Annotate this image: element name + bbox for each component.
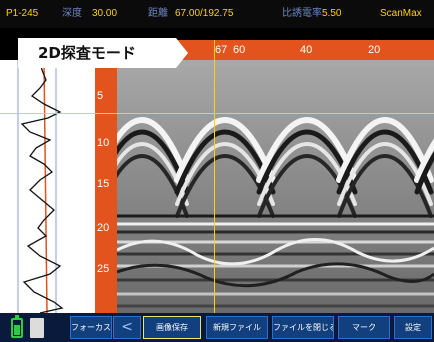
bottom-toolbar: フォーカス < 画像保存 新規ファイル ファイルを閉じる マーク 設定 bbox=[0, 313, 434, 342]
distance-tick: 60 bbox=[233, 44, 246, 56]
distance-tick: 40 bbox=[300, 44, 313, 56]
save-image-button[interactable]: 画像保存 bbox=[143, 316, 201, 339]
brand-label: ScanMax bbox=[380, 8, 422, 19]
distance-crosshair[interactable] bbox=[214, 40, 215, 313]
depth-ruler: 5 10 15 20 25 bbox=[95, 60, 117, 313]
range-label: 距離 bbox=[148, 8, 168, 19]
save-image-label: 画像保存 bbox=[156, 323, 188, 332]
distance-tick: 20 bbox=[368, 44, 381, 56]
mark-button[interactable]: マーク bbox=[338, 316, 390, 339]
depth-tick: 25 bbox=[97, 263, 110, 275]
close-file-button[interactable]: ファイルを閉じる bbox=[272, 316, 334, 339]
distance-ruler: 67 60 40 20 bbox=[120, 40, 434, 60]
battery-icon bbox=[11, 315, 23, 338]
depth-label: 深度 bbox=[62, 8, 82, 19]
mode-banner: 2D探査モード bbox=[18, 38, 188, 68]
settings-label: 設定 bbox=[405, 323, 421, 332]
waveform-graph bbox=[17, 59, 64, 314]
new-file-label: 新規ファイル bbox=[213, 323, 261, 332]
depth-tick: 10 bbox=[97, 137, 110, 149]
settings-button[interactable]: 設定 bbox=[394, 316, 432, 339]
ratio-value: 5.50 bbox=[322, 8, 342, 19]
range-value: 67.00/192.75 bbox=[175, 8, 234, 19]
radargram-view[interactable] bbox=[117, 60, 434, 313]
depth-tick: 20 bbox=[97, 222, 110, 234]
depth-value: 30.00 bbox=[92, 8, 118, 19]
radargram-image bbox=[117, 60, 434, 313]
focus-label: フォーカス bbox=[71, 323, 111, 332]
status-bar: P1-245 深度 30.00 距離 67.00/192.75 比誘電率 5.5… bbox=[0, 0, 434, 28]
depth-tick: 15 bbox=[97, 178, 110, 190]
close-file-label: ファイルを閉じる bbox=[273, 323, 334, 332]
depth-crosshair[interactable] bbox=[0, 113, 434, 114]
ratio-label: 比誘電率 bbox=[282, 8, 322, 19]
mode-label: 2D探査モード bbox=[38, 44, 136, 62]
new-file-button[interactable]: 新規ファイル bbox=[206, 316, 268, 339]
depth-tick: 5 bbox=[97, 90, 104, 102]
position-label: P1-245 bbox=[6, 8, 39, 19]
back-arrow-icon[interactable]: < bbox=[113, 316, 141, 339]
mark-label: マーク bbox=[352, 323, 376, 332]
sd-card-icon bbox=[30, 318, 44, 338]
waveform-panel bbox=[0, 59, 95, 314]
distance-tick: 67 bbox=[215, 44, 228, 56]
focus-button[interactable]: フォーカス bbox=[70, 316, 112, 339]
